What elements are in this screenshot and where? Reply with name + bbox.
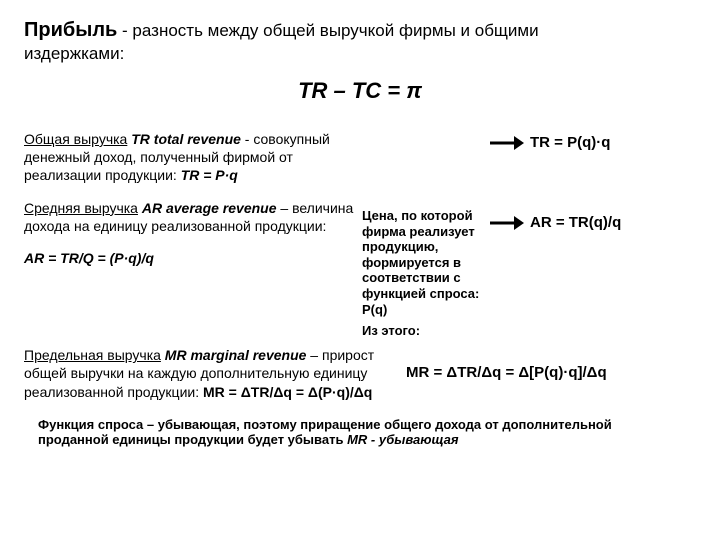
mr-eng: marginal revenue: [187, 347, 307, 363]
formula-tr-row: TR = P(q)·q: [490, 134, 696, 152]
para-tr: Общая выручка TR total revenue - совокуп…: [24, 130, 354, 185]
slide-page: Прибыль - разность между общей выручкой …: [0, 0, 720, 457]
formula-tr: TR = P(q)·q: [530, 134, 610, 152]
tr-label: Общая выручка: [24, 131, 127, 147]
title-line-1: Прибыль - разность между общей выручкой …: [24, 18, 696, 42]
title-line-2: издержками:: [24, 44, 696, 64]
from-this-label: Из этого:: [362, 323, 696, 338]
mid-row: Общая выручка TR total revenue - совокуп…: [24, 130, 696, 317]
bottom-right: MR = ΔTR/Δq = Δ[P(q)·q]/Δq: [406, 346, 696, 401]
mr-abbr: MR: [161, 347, 187, 363]
right-column: TR = P(q)·q AR = TR(q)/q: [490, 130, 696, 288]
mr-label: Предельная выручка: [24, 347, 161, 363]
main-equation: TR – TC = π: [24, 78, 696, 104]
tr-abbr: TR: [127, 131, 150, 147]
ar-abbr: AR: [138, 200, 162, 216]
tr-eng: total revenue: [150, 131, 241, 147]
formula-mr: MR = ΔTR/Δq = Δ[P(q)·q]/Δq: [406, 364, 607, 381]
ar-eng: average revenue: [162, 200, 276, 216]
bottom-row: Предельная выручка MR marginal revenue –…: [24, 346, 696, 401]
foot-text: Функция спроса – убывающая, поэтому прир…: [38, 417, 612, 447]
mr-formula-inline: MR = ΔTR/Δq = Δ(P·q)/Δq: [203, 384, 372, 400]
para-ar: Средняя выручка AR average revenue – вел…: [24, 199, 354, 235]
center-note: Цена, по которой фирма реализует продукц…: [362, 130, 482, 317]
title-rest: - разность между общей выручкой фирмы и …: [117, 21, 538, 40]
ar-formula: AR = TR/Q = (P·q)/q: [24, 249, 354, 267]
title-keyword: Прибыль: [24, 19, 117, 41]
formula-ar: AR = TR(q)/q: [530, 214, 621, 232]
foot-emph: MR - убывающая: [347, 432, 459, 447]
formula-ar-row: AR = TR(q)/q: [490, 214, 696, 232]
footnote: Функция спроса – убывающая, поэтому прир…: [24, 417, 696, 447]
left-column: Общая выручка TR total revenue - совокуп…: [24, 130, 354, 281]
bottom-left: Предельная выручка MR marginal revenue –…: [24, 346, 394, 401]
tr-formula: TR = P·q: [181, 167, 238, 183]
ar-label: Средняя выручка: [24, 200, 138, 216]
